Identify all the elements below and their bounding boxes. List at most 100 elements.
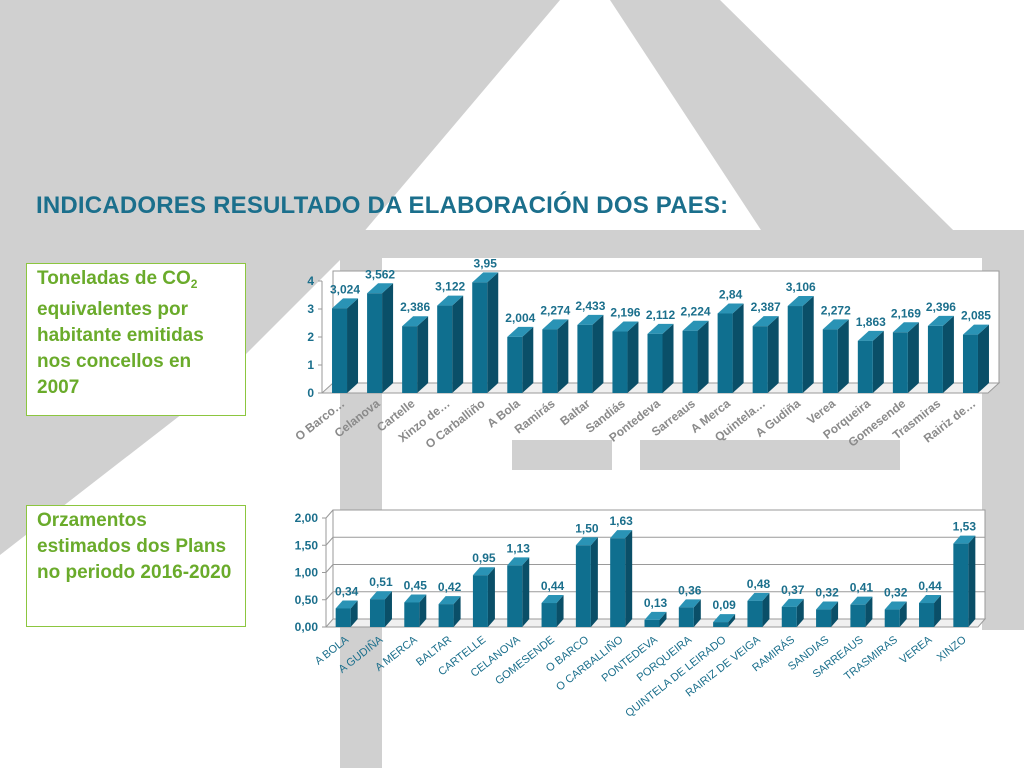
chart2-bar <box>610 538 626 627</box>
chart1-data-label: 2,004 <box>505 311 535 325</box>
chart1-bar <box>332 308 348 393</box>
chart2-bar <box>816 609 832 627</box>
chart2-bar-top <box>884 601 907 610</box>
chart2-bar-top <box>953 535 976 544</box>
chart1-bar <box>472 282 488 393</box>
chart1-bar-side <box>557 319 569 393</box>
chart2-bar-top <box>816 601 839 610</box>
budget-label: Orzamentos estimados dos Plans no period… <box>37 510 232 583</box>
chart2-data-label: 0,95 <box>472 551 496 565</box>
chart1-data-label: 2,396 <box>926 300 956 314</box>
chart1-bar <box>752 326 768 393</box>
chart2-data-label: 1,50 <box>575 521 599 535</box>
chart2-bar-side <box>625 530 633 627</box>
chart1-bar <box>927 325 943 393</box>
chart2-bar-side <box>762 592 770 627</box>
chart2-bar-side <box>728 614 736 627</box>
chart2-data-label: 0,32 <box>815 586 839 600</box>
chart2-data-label: 0,48 <box>747 577 771 591</box>
chart1-data-label: 2,84 <box>719 287 743 301</box>
chart1-bar-side <box>942 315 954 393</box>
chart1-bar-side <box>977 324 989 393</box>
chart2-ytick-label: 1,00 <box>295 566 319 580</box>
chart2-bar-top <box>404 594 427 603</box>
chart1-bar-top <box>927 315 954 326</box>
chart1-bar <box>612 331 628 393</box>
co2-label-start: Toneladas de CO <box>37 268 191 289</box>
chart2-bar-top <box>781 598 804 607</box>
chart1-bar-side <box>907 322 919 393</box>
chart1-bar-top <box>402 316 429 327</box>
chart2-bar-side <box>384 591 392 627</box>
chart1-bar-top <box>367 283 394 294</box>
chart2-data-label: 0,09 <box>712 598 736 612</box>
chart2-bar-top <box>541 595 564 604</box>
chart1-bar-side <box>592 314 604 393</box>
chart1-bar <box>717 313 733 393</box>
chart2-bar <box>472 575 488 627</box>
chart1-bar-side <box>872 330 884 393</box>
chart2-bar-side <box>350 600 358 627</box>
chart1-data-label: 2,387 <box>751 300 781 314</box>
chart2-bar-side <box>556 595 564 627</box>
chart1-bar-side <box>452 295 464 393</box>
chart1-bar-top <box>577 314 604 325</box>
chart2-bar-top <box>919 595 942 604</box>
chart1-bar-top <box>437 295 464 306</box>
chart1-data-label: 2,112 <box>646 308 676 322</box>
chart1-bar <box>892 332 908 393</box>
chart1-bar-top <box>647 323 674 334</box>
chart2-bar <box>404 602 420 627</box>
chart2-bar-top <box>678 599 701 608</box>
chart2-bar-side <box>865 596 873 627</box>
chart2-bar-top <box>610 530 633 539</box>
chart1-bar-side <box>837 319 849 393</box>
chart2-category-label: XINZO <box>935 634 969 664</box>
chart2-bar-side <box>419 594 427 627</box>
chart1-bar <box>402 326 418 393</box>
chart1-bar-top <box>682 320 709 331</box>
chart2-data-label: 1,63 <box>610 514 634 528</box>
chart2-category-label: GOMESENDE <box>493 634 557 687</box>
chart1-bar <box>542 329 558 393</box>
chart2-data-label: 0,36 <box>678 583 702 597</box>
chart1-bar-top <box>332 298 359 309</box>
chart1-data-label: 1,863 <box>856 315 886 329</box>
chart1-data-label: 2,272 <box>821 303 851 317</box>
chart2-grid-diag <box>325 564 334 573</box>
chart2-grid-diag <box>325 509 334 519</box>
chart1-bar <box>682 330 698 393</box>
chart2-bar-top <box>369 591 392 600</box>
chart2-bar <box>541 603 557 627</box>
chart2-data-label: 0,37 <box>781 583 805 597</box>
chart1-bar-top <box>752 316 779 327</box>
chart2-ytick-label: 0,50 <box>295 593 319 607</box>
chart2-bar <box>575 545 591 627</box>
chart2-bar <box>438 604 454 627</box>
chart2-ytick-label: 2,00 <box>295 511 319 525</box>
chart1-ytick-label: 1 <box>307 358 314 372</box>
chart2-data-label: 0,41 <box>850 581 874 595</box>
chart1-bar <box>647 333 663 393</box>
chart1-bar <box>857 340 873 393</box>
chart2-data-label: 0,44 <box>918 579 942 593</box>
chart1-bar-top <box>612 321 639 332</box>
chart1-bar-top <box>542 319 569 330</box>
chart1-bar <box>437 305 453 393</box>
bg-frame-top <box>340 230 1024 258</box>
chart2-bar-top <box>472 567 495 576</box>
budget-indicator-box: Orzamentos estimados dos Plans no period… <box>26 505 246 627</box>
chart1-bar-side <box>417 316 429 393</box>
chart2-bar-top <box>438 596 461 605</box>
chart1-bar <box>367 293 383 393</box>
chart2-bar-top <box>575 537 598 546</box>
chart1-data-label: 2,224 <box>681 305 711 319</box>
chart1-bar-top <box>472 272 499 283</box>
chart2-ytick-label: 1,50 <box>295 538 319 552</box>
chart1-bar-top <box>962 324 989 335</box>
chart2-bar-side <box>968 535 976 627</box>
chart2-data-label: 0,44 <box>541 579 565 593</box>
chart2-bar <box>678 607 694 627</box>
chart2-bar-top <box>335 600 358 609</box>
chart2-bar-top <box>713 614 736 623</box>
